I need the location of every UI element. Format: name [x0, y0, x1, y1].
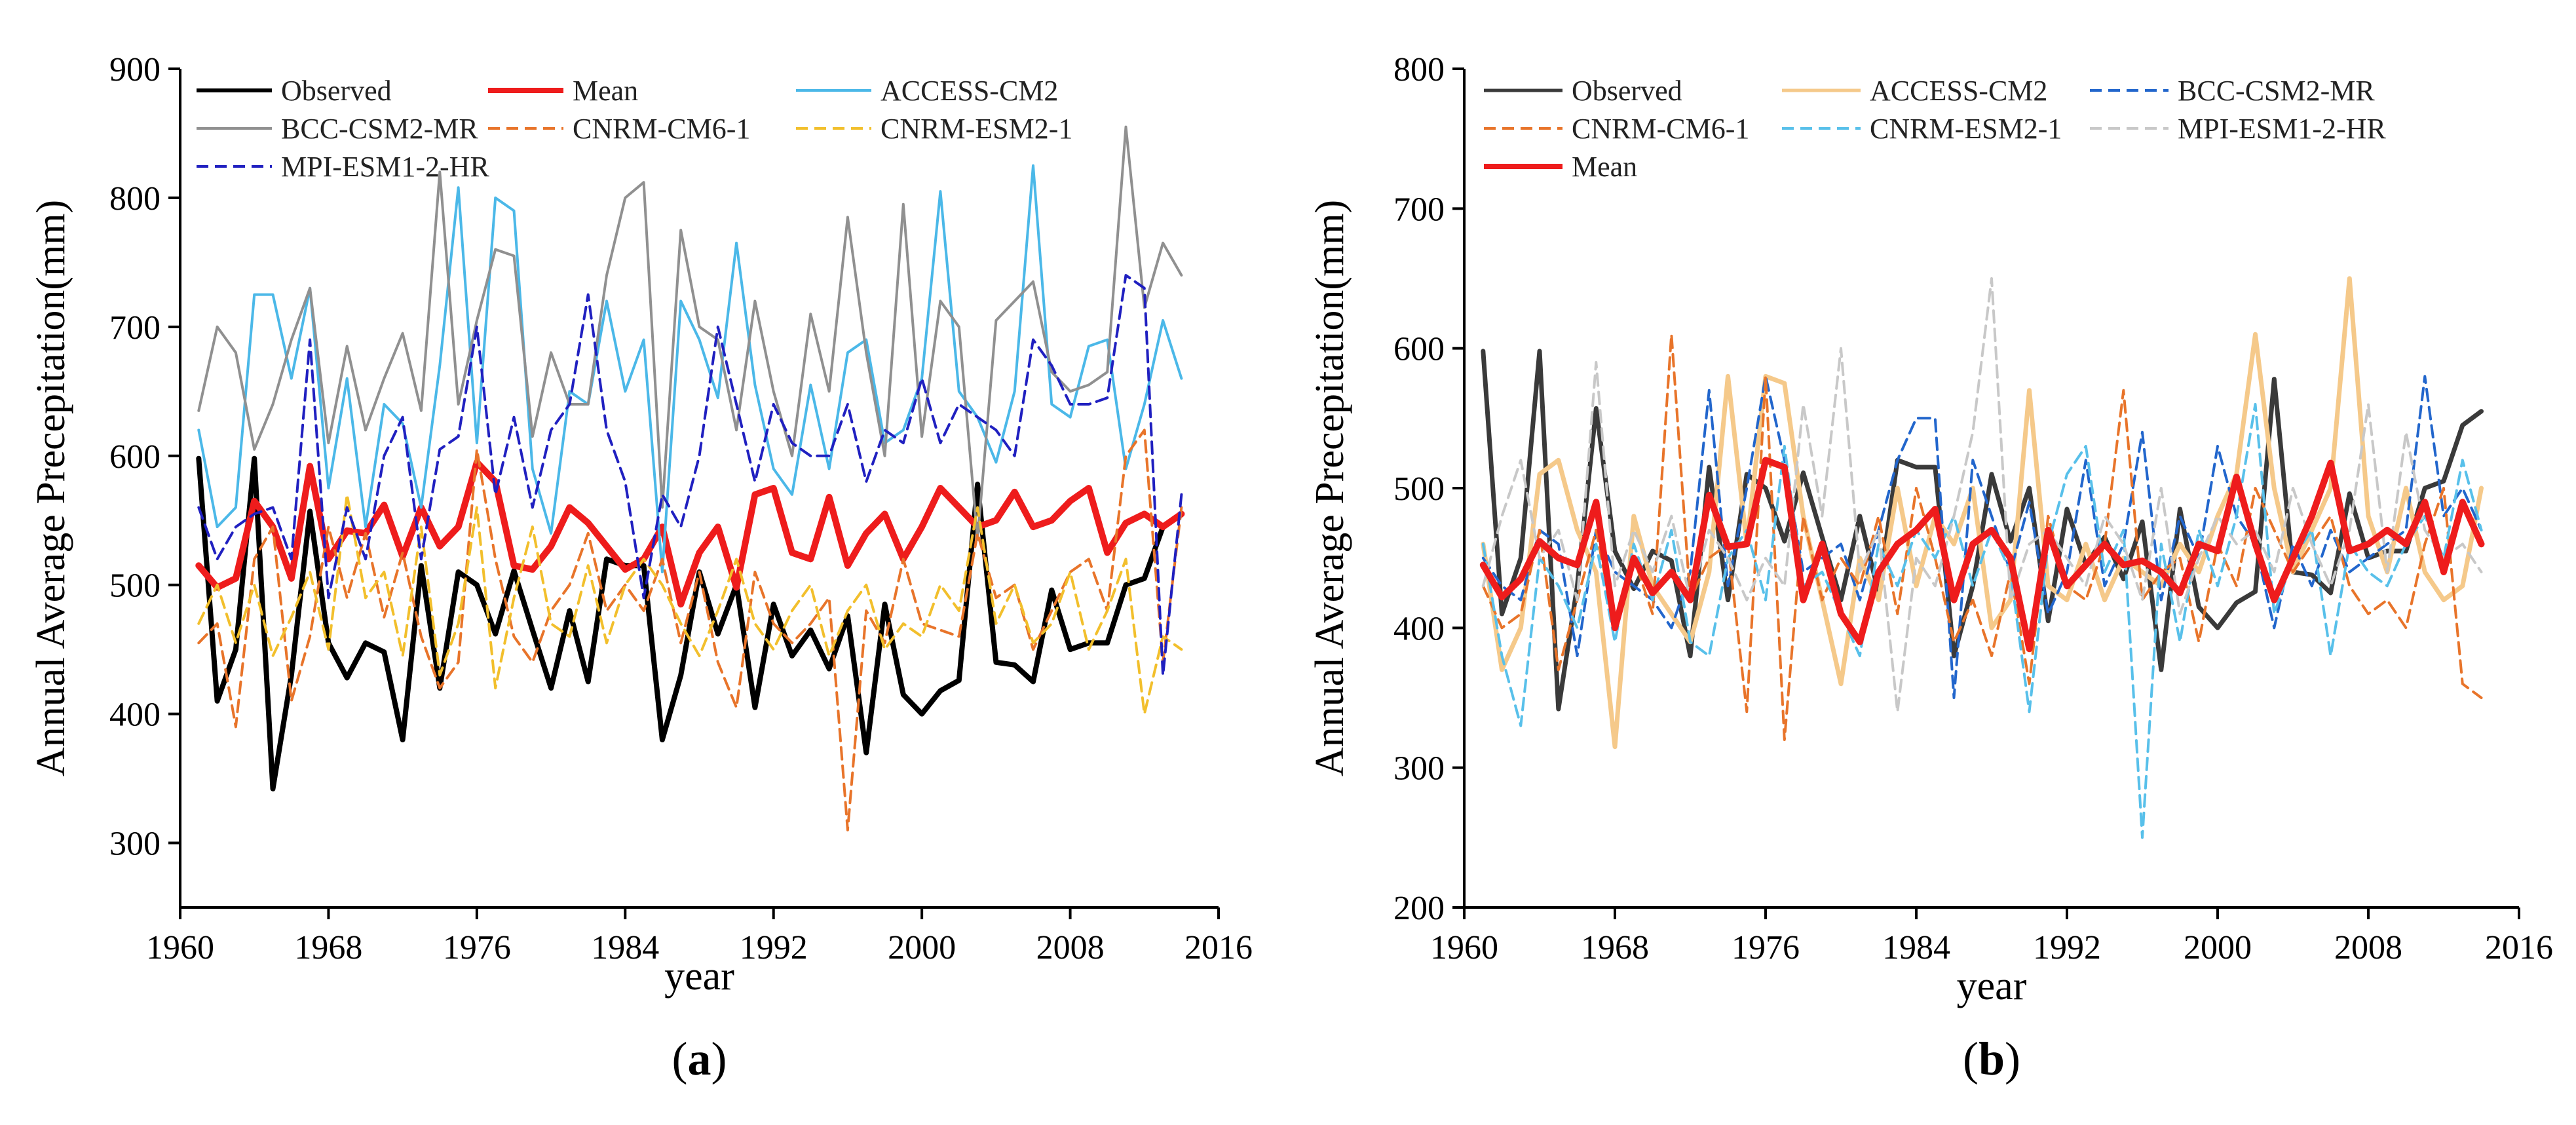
legend-label: MPI-ESM1-2-HR [281, 151, 489, 183]
y-tick-label: 800 [1393, 51, 1445, 88]
panel-label: (a) [672, 1033, 727, 1085]
x-tick-label: 2016 [1184, 929, 1253, 966]
y-tick-label: 600 [109, 438, 161, 476]
x-tick-label: 1992 [2033, 929, 2101, 966]
x-tick-label: 1968 [294, 929, 362, 966]
series-line-cnrm-cm6-1 [1481, 333, 2483, 741]
legend-label: Mean [1572, 151, 1637, 183]
panel-label-close: ) [2005, 1033, 2020, 1085]
y-tick-label: 700 [109, 309, 161, 347]
legend-item: BCC-CSM2-MR [2090, 75, 2375, 107]
legend: Observed ACCESS-CM2 BCC-CSM2-MR CNRM-CM6-1 C… [1484, 75, 2386, 183]
series-line-observed [196, 455, 1184, 791]
x-tick-label: 1992 [740, 929, 808, 966]
chart-panel-a: 300 400 500 600 700 800 900 1960 1968 1976 1984 199… [29, 51, 1253, 1085]
legend-label: Observed [1572, 75, 1682, 107]
x-tick-label: 1984 [591, 929, 659, 966]
x-axis-title: year [664, 954, 734, 999]
series-line-observed [1481, 349, 2484, 712]
panel-label-letter: b [1979, 1033, 2005, 1085]
panel-label-close: ) [711, 1033, 727, 1085]
legend-label: CNRM-ESM2-1 [1870, 113, 2062, 145]
x-tick-label: 2000 [2184, 929, 2252, 966]
legend-item: CNRM-CM6-1 [1484, 113, 1749, 145]
x-tick-label: 2000 [888, 929, 956, 966]
series-line-bcc-csm2-mr [1481, 375, 2483, 699]
y-tick-label: 500 [1393, 470, 1445, 508]
legend-item: MPI-ESM1-2-HR [2090, 113, 2386, 145]
y-tick-label: 600 [1393, 331, 1445, 368]
y-tick-label: 300 [109, 826, 161, 863]
panel-label-open: ( [1963, 1033, 1979, 1085]
legend-item: Observed [197, 75, 392, 107]
y-axis-title: Annual Average Precepitation(mm) [1308, 200, 1352, 776]
x-axis-title: year [1957, 964, 2027, 1008]
series-line-mpi-esm1-2-hr [1481, 277, 2483, 714]
series-group [195, 125, 1185, 831]
legend-item: ACCESS-CM2 [1782, 75, 2047, 107]
series-group [1479, 276, 2485, 839]
series-line-cnrm-esm2-1 [197, 493, 1183, 715]
legend-label: BCC-CSM2-MR [281, 113, 478, 145]
y-tick-label: 900 [109, 51, 161, 88]
x-tick-label: 1960 [146, 929, 214, 966]
legend-item: ACCESS-CM2 [796, 75, 1058, 107]
y-tick-label: 500 [109, 567, 161, 605]
x-tick-label: 2008 [2334, 929, 2402, 966]
legend-item: Observed [1484, 75, 1682, 107]
x-tick-label: 2016 [2485, 929, 2553, 966]
legend-label: MPI-ESM1-2-HR [2178, 113, 2386, 145]
panel-label-letter: a [688, 1033, 711, 1085]
series-line-mpi-esm1-2-hr [197, 274, 1183, 677]
y-tick-label: 700 [1393, 191, 1445, 228]
series-line-bcc-csm2-mr [197, 125, 1183, 541]
legend-item: CNRM-CM6-1 [488, 113, 750, 145]
y-tick-label: 300 [1393, 750, 1445, 788]
legend-label: CNRM-ESM2-1 [881, 113, 1072, 145]
series-line-mean [195, 459, 1185, 608]
legend-item: CNRM-ESM2-1 [796, 113, 1072, 145]
x-tick-label: 1960 [1430, 929, 1498, 966]
series-line-cnrm-esm2-1 [1481, 403, 2483, 839]
x-tick-label: 1968 [1581, 929, 1649, 966]
legend-item: CNRM-ESM2-1 [1782, 113, 2062, 145]
y-tick-label: 400 [1393, 610, 1445, 647]
panel-label: (b) [1963, 1033, 2020, 1085]
legend-label: Observed [281, 75, 392, 107]
legend-label: CNRM-CM6-1 [1572, 113, 1749, 145]
legend-label: ACCESS-CM2 [881, 75, 1058, 107]
legend-item: Mean [488, 75, 638, 107]
legend-label: CNRM-CM6-1 [573, 113, 750, 145]
x-tick-label: 1976 [443, 929, 511, 966]
legend-label: Mean [573, 75, 638, 107]
legend-item: Mean [1484, 151, 1637, 183]
legend: Observed Mean ACCESS-CM2 BCC-CSM2-MR CNRM-CM… [197, 75, 1072, 183]
legend-item: MPI-ESM1-2-HR [197, 151, 489, 183]
series-line-mean [1479, 457, 2485, 653]
x-tick-label: 2008 [1036, 929, 1105, 966]
legend-item: BCC-CSM2-MR [197, 113, 478, 145]
y-axis-title: Annual Average Precepitation(mm) [29, 200, 73, 776]
chart-panel-b: 200 300 400 500 600 700 800 1960 1968 1976 1984 199… [1308, 51, 2553, 1085]
series-line-access-cm2 [197, 164, 1183, 573]
y-tick-label: 800 [109, 180, 161, 218]
y-tick-label: 200 [1393, 890, 1445, 927]
y-tick-label: 400 [109, 696, 161, 734]
x-tick-label: 1984 [1882, 929, 1950, 966]
legend-label: ACCESS-CM2 [1870, 75, 2047, 107]
legend-label: BCC-CSM2-MR [2178, 75, 2375, 107]
panel-label-open: ( [672, 1033, 688, 1085]
x-tick-label: 1976 [1732, 929, 1800, 966]
